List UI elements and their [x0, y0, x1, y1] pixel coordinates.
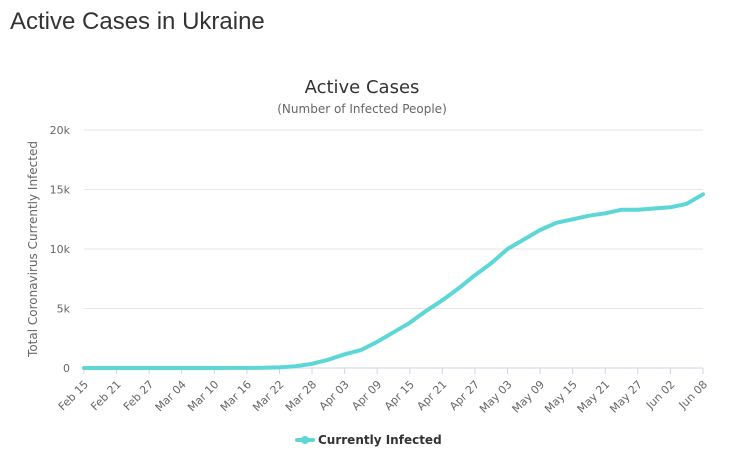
y-tick-label: 5k [57, 303, 71, 316]
series-line-currently-infected [82, 192, 705, 370]
x-tick-label: Mar 04 [153, 378, 189, 414]
y-tick-label: 20k [50, 124, 71, 137]
y-tick-label: 0 [63, 362, 70, 375]
page-heading: Active Cases in Ukraine [10, 8, 265, 35]
x-tick-label: Apr 09 [349, 378, 384, 413]
legend-symbol-marker [301, 436, 309, 444]
legend-item-currently-infected[interactable]: Currently Infected [318, 433, 442, 447]
chart-title: Active Cases [305, 77, 420, 98]
x-tick-label: Jun 08 [676, 378, 710, 412]
chart-subtitle: (Number of Infected People) [277, 102, 447, 116]
y-tick-label: 10k [50, 243, 71, 256]
x-tick-label: Apr 27 [447, 378, 482, 413]
x-tick-label: May 15 [542, 378, 580, 416]
x-tick-label: Mar 28 [283, 378, 319, 414]
x-tick-label: May 09 [510, 378, 548, 416]
x-tick-label: Apr 15 [382, 378, 417, 413]
x-tick-label: May 27 [607, 378, 645, 416]
x-tick-label: May 21 [575, 378, 613, 416]
x-tick-label: Jun 02 [643, 378, 677, 412]
x-tick-label: Apr 21 [414, 378, 449, 413]
y-tick-label: 15k [50, 184, 71, 197]
x-tick-label: Feb 27 [121, 378, 156, 413]
x-tick-label: May 03 [477, 378, 515, 416]
x-tick-label: Feb 21 [88, 378, 123, 413]
x-tick-label: Mar 10 [185, 378, 221, 414]
y-axis-title: Total Coronavirus Currently Infected [26, 141, 40, 358]
x-tick-label: Mar 16 [218, 378, 254, 414]
y-axis-tick-labels: 0 5k 10k 15k 20k [50, 124, 71, 375]
x-tick-label: Feb 15 [56, 378, 91, 413]
x-tick-label: Apr 03 [317, 378, 352, 413]
x-tick-label: Mar 22 [250, 378, 286, 414]
legend[interactable]: Currently Infected [295, 433, 442, 447]
